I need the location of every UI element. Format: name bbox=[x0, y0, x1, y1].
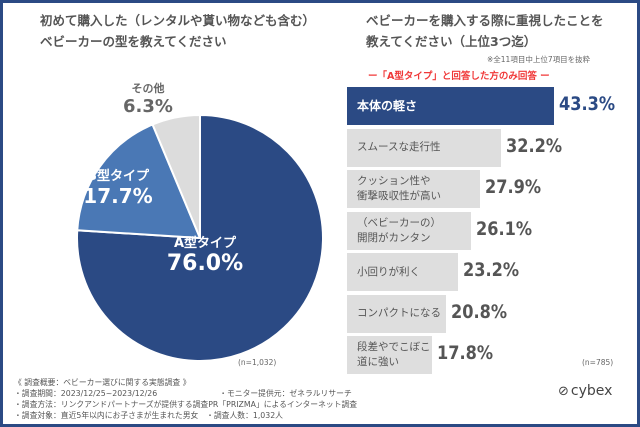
bar: スムースな走行性 bbox=[347, 128, 501, 167]
slice-name: A型タイプ bbox=[173, 236, 237, 251]
survey-period: ・調査期間：2023/12/25~2023/12/26 bbox=[14, 389, 158, 398]
monitor-provider: ・モニター提供元：ゼネラルリサーチ bbox=[219, 389, 352, 398]
bar: 段差やでこぼこ道に強い bbox=[347, 336, 432, 374]
pie-label: その他 6.3% bbox=[98, 80, 198, 117]
footer-line: ・調査期間：2023/12/25~2023/12/26 ・モニター提供元：ゼネラル… bbox=[14, 388, 357, 399]
logo-text: cybex bbox=[570, 383, 613, 399]
footer: 《 調査概要：ベビーカー選びに関する実態調査 》 ・調査期間：2023/12/2… bbox=[14, 377, 357, 421]
bar: 本体の軽さ bbox=[347, 87, 554, 125]
slice-name: その他 bbox=[131, 82, 165, 95]
bar-n: (n=785) bbox=[582, 358, 614, 367]
bar-value-label: 32.2% bbox=[505, 134, 562, 157]
footer-line: ・調査方法：リンクアンドパートナーズが提供する調査PR「PRIZMA」によるイン… bbox=[14, 400, 358, 409]
bar-value-label: 43.3% bbox=[558, 93, 615, 115]
footer-line: 《 調査概要：ベビーカー選びに関する実態調査 》 bbox=[14, 378, 191, 387]
slice-value: 76.0% bbox=[166, 251, 244, 276]
bar: （ベビーカーの） 開閉がカンタン bbox=[347, 211, 472, 250]
logo-icon: ⊘ bbox=[558, 383, 569, 399]
bar-value-label: 17.8% bbox=[436, 342, 493, 364]
bar-title: ベビーカーを購入する際に重視したことを 教えてください（上位3つ迄） bbox=[366, 13, 604, 49]
pie-n: (n=1,032) bbox=[238, 358, 277, 367]
bar-note: ※全11項目中上位7項目を抜粋 bbox=[487, 55, 591, 64]
footer-line: ・調査対象：直近5年以内にお子さまが生まれた男女 ・調査人数：1,032人 bbox=[14, 411, 283, 420]
bar-value-label: 27.9% bbox=[485, 176, 542, 198]
pie-label: A型タイプ 76.0% bbox=[155, 232, 255, 276]
pie-chart bbox=[76, 113, 324, 362]
slice-value: 17.7% bbox=[83, 184, 153, 208]
bar-value-label: 20.8% bbox=[451, 300, 508, 323]
bar-value-label: 23.2% bbox=[462, 259, 519, 281]
pie-slice bbox=[76, 123, 202, 240]
slice-name: B型タイプ bbox=[87, 169, 149, 184]
bar: コンパクトになる bbox=[347, 294, 447, 333]
bar: 小回りが利く bbox=[347, 253, 458, 291]
bar-subtitle: ー「A型タイプ」と回答した方のみ回答 ー bbox=[368, 71, 550, 82]
bar-value-label: 26.1% bbox=[476, 217, 533, 240]
bar: クッション性や 衝撃吸収性が高い bbox=[347, 170, 481, 208]
slice-value: 6.3% bbox=[123, 96, 173, 117]
cybex-logo: ⊘ cybex bbox=[558, 383, 612, 399]
pie-slice bbox=[151, 113, 201, 239]
pie-title: 初めて購入した（レンタルや貰い物なども含む） ベビーカーの型を教えてください bbox=[40, 13, 316, 49]
pie-label: B型タイプ 17.7% bbox=[68, 165, 168, 208]
